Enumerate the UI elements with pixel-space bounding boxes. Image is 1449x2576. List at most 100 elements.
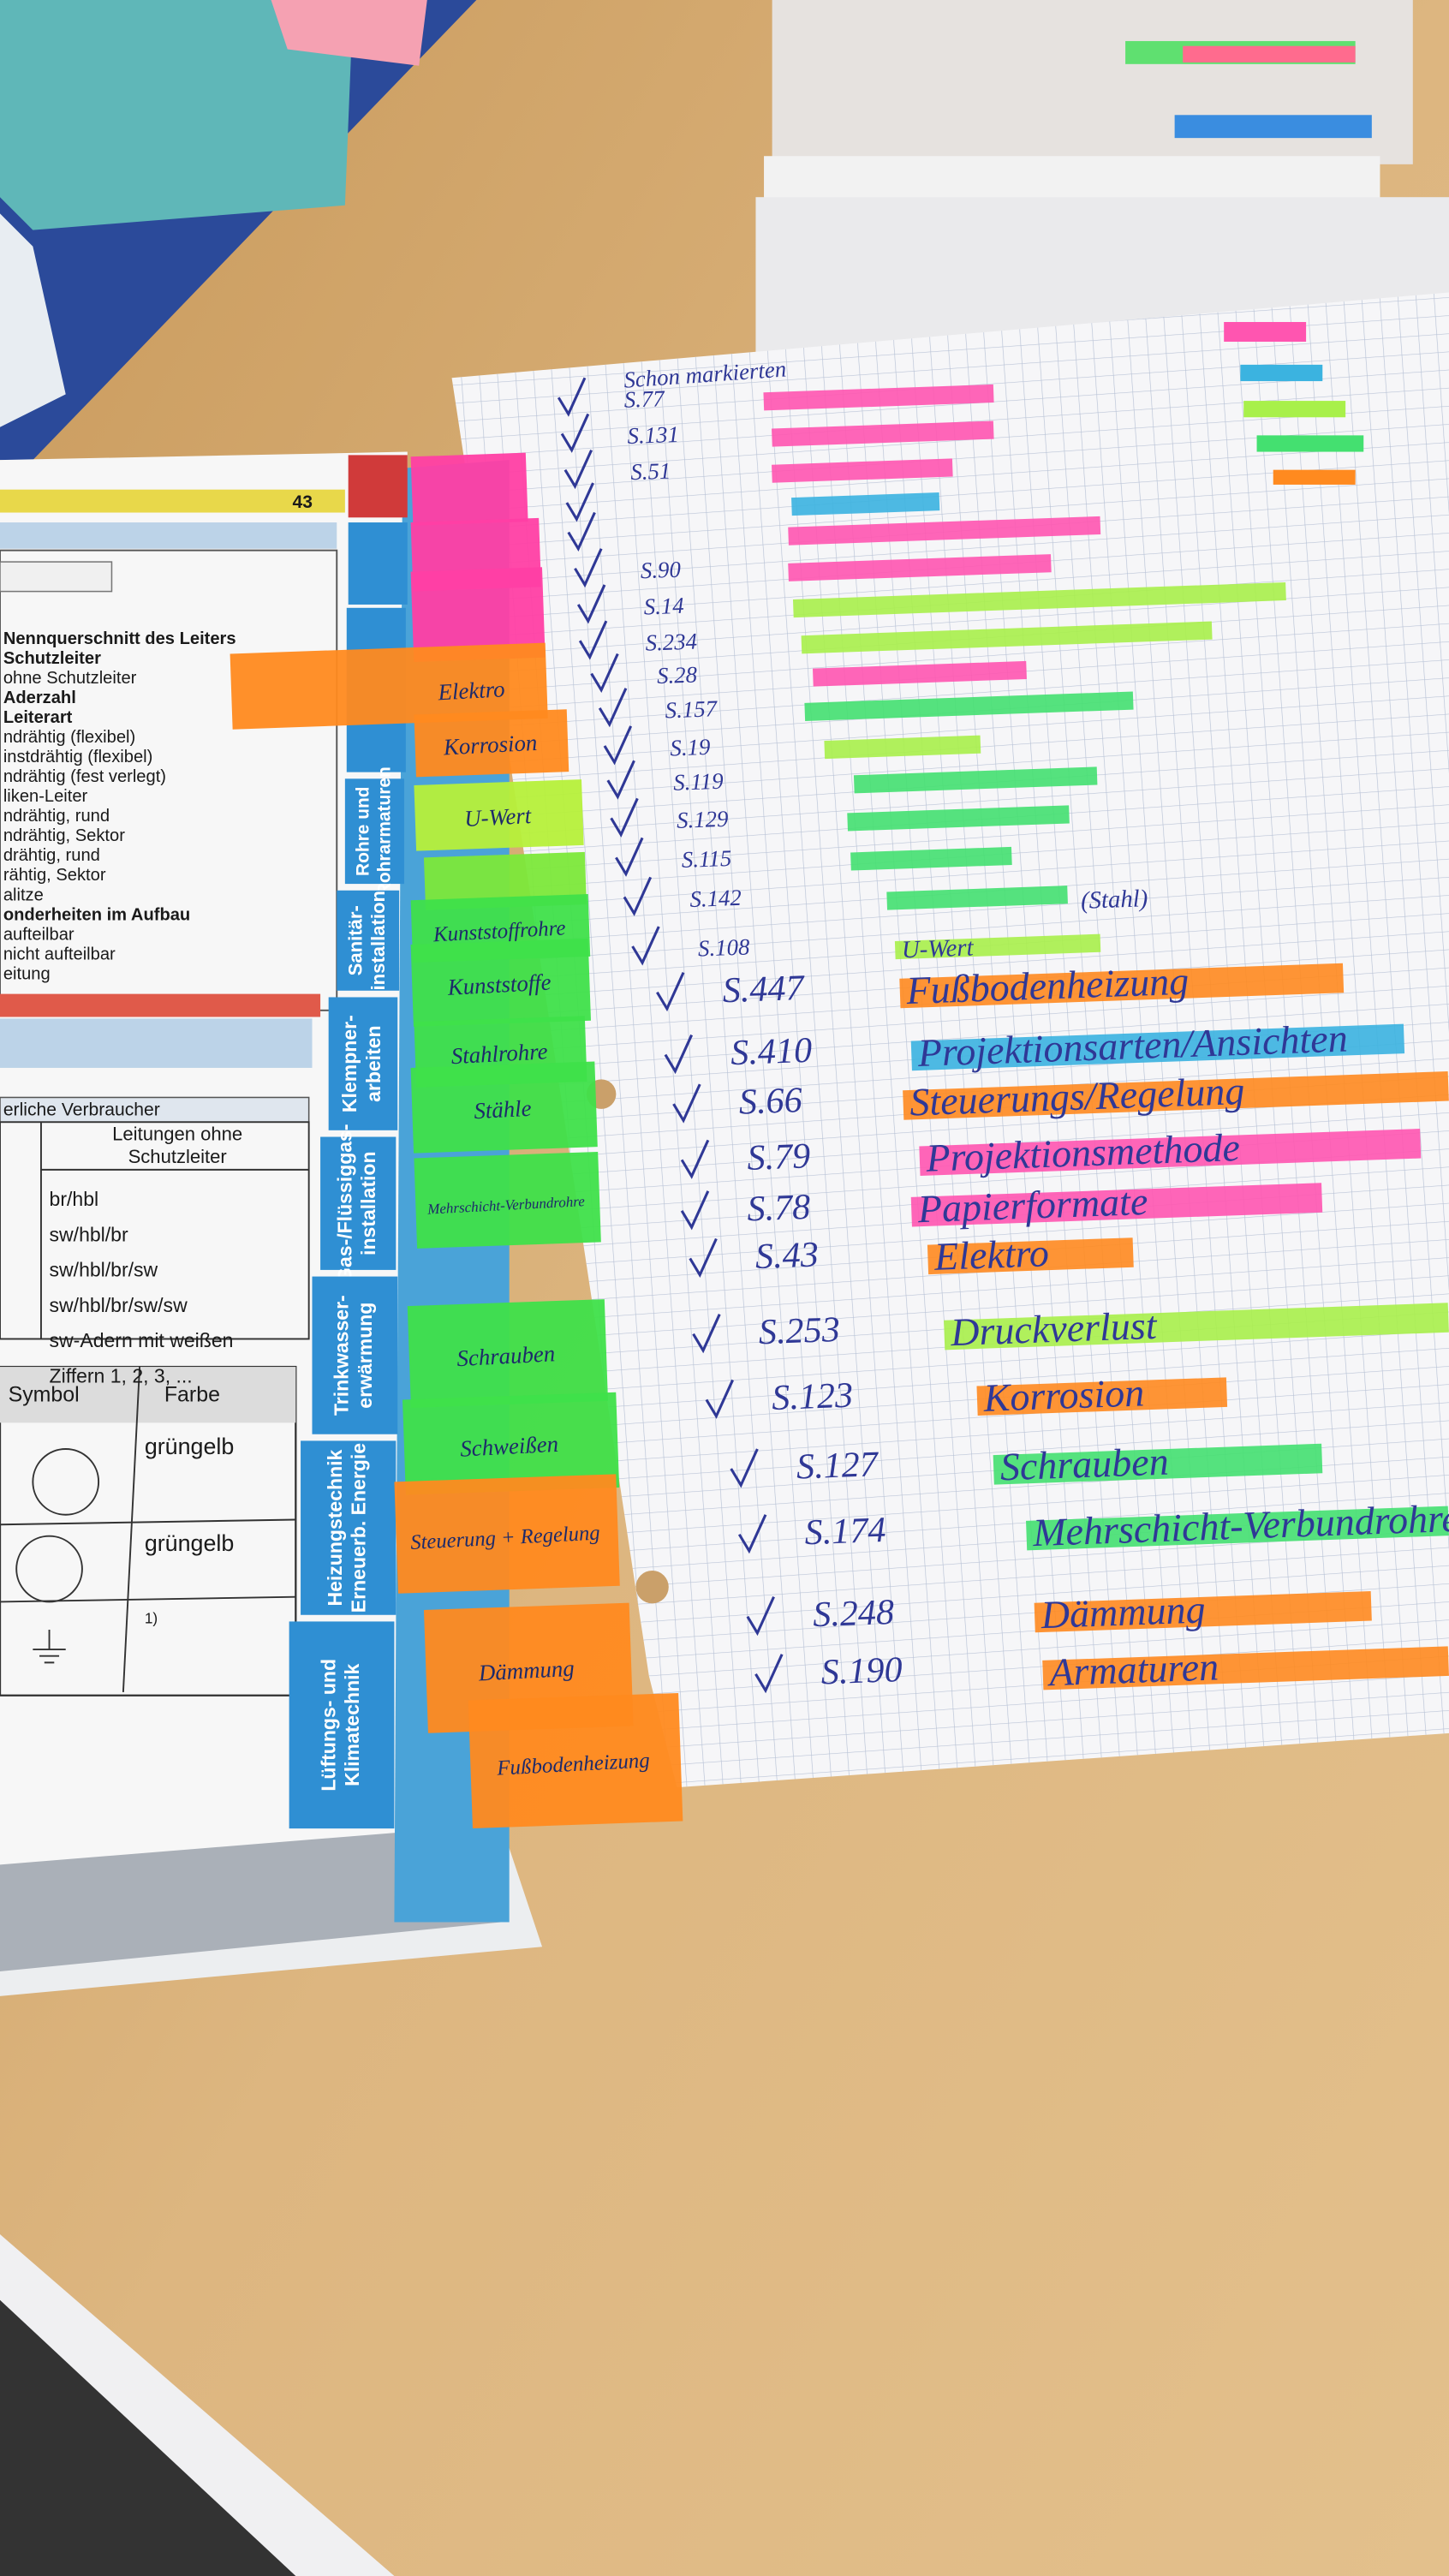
page-ref: S.108 [697, 933, 750, 961]
highlighter-bar [886, 886, 1068, 910]
highlighter-bar [812, 660, 1027, 687]
table-caption: erliche Verbraucher [3, 1100, 160, 1120]
topic-label: Armaturen [1046, 1644, 1219, 1694]
page-ref: S.127 [796, 1444, 880, 1487]
topic-label: (Stahl) [1080, 885, 1148, 915]
table-frame [0, 1121, 310, 1340]
book-line: aufteilbar [3, 925, 75, 944]
side-tab-label: Lüftungs- und [317, 1659, 339, 1792]
page-ref: S.115 [681, 845, 731, 873]
table-cell: sw/hbl/br [50, 1223, 128, 1245]
page-ref: S.19 [670, 734, 711, 761]
page-ref: S.142 [689, 885, 742, 912]
check-mark [656, 972, 685, 1012]
book-line: ndrähtig, rund [3, 807, 110, 826]
sticky-tab [410, 1061, 598, 1154]
earth-symbol [33, 1630, 66, 1664]
check-mark [606, 760, 635, 800]
topic-label: Elektro [933, 1231, 1049, 1279]
check-mark [578, 620, 608, 660]
symbol-table-head [0, 1367, 296, 1423]
sticky-tab [402, 1392, 620, 1495]
page-ref: S.410 [730, 1030, 813, 1073]
table-head [0, 1018, 313, 1068]
page-ref: S.248 [812, 1592, 895, 1635]
page-ref: S.234 [645, 629, 697, 656]
page-ref: S.447 [722, 968, 806, 1011]
sticky-pack-strip [1183, 45, 1356, 63]
folder-sheet [0, 0, 354, 230]
highlighter-bar [894, 933, 1101, 960]
legend-swatch [1240, 364, 1323, 382]
table-cell [0, 561, 113, 593]
table-rule [0, 993, 321, 1017]
check-mark [664, 1034, 694, 1075]
side-tab [320, 1136, 397, 1270]
symbol-cell: grüngelb [145, 1434, 234, 1459]
side-tab-label: Rohrarmaturen [374, 766, 394, 896]
side-tab [312, 1276, 398, 1434]
check-mark [557, 377, 587, 417]
page-ref: S.43 [754, 1234, 819, 1277]
topic-label: Korrosion [982, 1370, 1145, 1420]
book-line: liken-Leiter [3, 787, 88, 806]
highlighter-bar [850, 846, 1012, 871]
side-tab [289, 1621, 395, 1829]
side-tab-label: Erneuerb. Energie [348, 1443, 370, 1613]
side-tab-label: arbeiten [362, 1025, 385, 1102]
sticky-pack-strip [1174, 115, 1372, 139]
sticky-tab-label: Kunststoffe [446, 969, 552, 1000]
side-tab-label: Trinkwasser- [331, 1295, 353, 1416]
highlighter-bar [927, 1237, 1134, 1275]
highlighter-bar [791, 492, 940, 516]
side-tab-label: installation [357, 1151, 379, 1255]
check-mark [746, 1596, 775, 1637]
page-ref: S.123 [771, 1375, 854, 1418]
sticky-tabs: ElektroKorrosionU-WertKunststoffrohreKun… [230, 452, 683, 1829]
highlighter-bar [1026, 1506, 1449, 1551]
legend-swatch [1273, 469, 1356, 485]
topic-label: Schrauben [999, 1440, 1170, 1489]
check-mark [705, 1379, 734, 1419]
tray-edge [0, 2233, 395, 2576]
sticky-tab [414, 709, 569, 778]
sticky-pack [772, 0, 1413, 164]
check-mark [574, 548, 603, 588]
page-ref: S.131 [627, 421, 679, 449]
check-mark [680, 1190, 710, 1231]
highlighter-bar [976, 1377, 1228, 1416]
book-line: instdrähtig (flexibel) [3, 748, 153, 766]
notes-list: S.77 S.131 S.51 S.90 S.14 S.234 S.28 S.157 S.19 S… [557, 377, 1449, 1694]
check-mark [576, 584, 606, 624]
folder-paper [0, 213, 66, 427]
page-header-bar [0, 489, 345, 513]
highlighter-bar [763, 384, 994, 411]
sticky-tab-label: Korrosion [442, 730, 538, 760]
highlighter-bar [993, 1443, 1323, 1485]
book-line: nicht aufteilbar [3, 945, 116, 963]
check-mark [754, 1654, 784, 1694]
side-tab [344, 778, 404, 885]
table-header: Schutzleiter [128, 1146, 227, 1167]
symbol-cell: grüngelb [145, 1530, 234, 1556]
legend-swatch [1256, 435, 1364, 452]
check-mark [564, 449, 593, 490]
book-line: onderheiten im Aufbau [3, 905, 190, 924]
check-mark [737, 1514, 767, 1554]
paper-stack [764, 156, 1380, 206]
check-mark [680, 1139, 710, 1179]
sticky-tab-label: U-Wert [463, 802, 532, 832]
side-tab-label: erwärmung [354, 1303, 376, 1409]
page-ref: S.129 [677, 806, 729, 833]
check-mark [610, 797, 639, 838]
highlighter-bar [824, 735, 981, 760]
check-mark [631, 926, 660, 966]
book-line: Nennquerschnitt des Leiters [3, 629, 236, 648]
page-ref: S.14 [643, 593, 684, 620]
sticky-tab [414, 1151, 601, 1249]
sticky-tab [468, 1692, 683, 1829]
check-mark [598, 688, 628, 728]
check-mark [672, 1083, 701, 1124]
